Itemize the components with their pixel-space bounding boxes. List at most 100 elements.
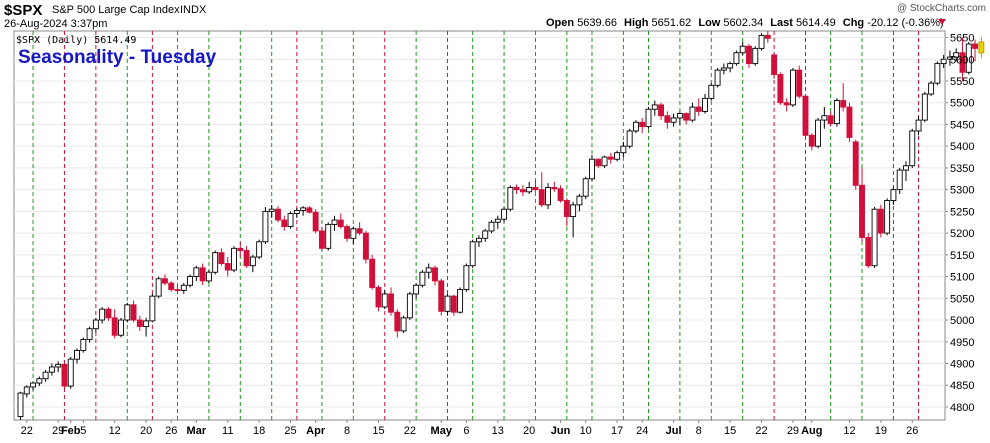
candle — [306, 206, 313, 214]
candle-body — [300, 207, 307, 211]
x-tick-label: Aug — [801, 425, 822, 437]
candle-body — [180, 284, 187, 291]
candle-body — [576, 195, 583, 206]
candle — [281, 215, 288, 231]
candle — [501, 207, 508, 223]
x-tick-label: May — [431, 425, 453, 437]
candle-body — [124, 304, 131, 321]
candle — [758, 33, 765, 51]
candle — [469, 239, 476, 268]
candlestick-series — [17, 31, 985, 420]
candle-body — [551, 187, 558, 190]
candle-body — [187, 276, 194, 286]
candle — [432, 265, 438, 286]
candle-body — [632, 121, 639, 132]
candle — [815, 117, 822, 149]
candle — [513, 184, 520, 194]
candle — [205, 270, 212, 284]
last-value: 5614.49 — [796, 17, 836, 29]
candle — [896, 167, 903, 194]
y-tick-label: 5100 — [950, 272, 974, 284]
candle-body — [903, 165, 909, 171]
x-tick-label: Apr — [306, 425, 326, 437]
candle-body — [934, 63, 941, 84]
x-tick-label: 5 — [80, 425, 86, 437]
y-tick-label: 4850 — [950, 380, 974, 392]
candle — [859, 167, 865, 242]
candle-body — [130, 304, 137, 321]
candle-body — [275, 208, 281, 221]
candle — [739, 41, 746, 55]
y-tick-label: 5150 — [950, 250, 974, 262]
candle — [130, 300, 137, 323]
candle-body — [86, 328, 93, 341]
candle-body — [475, 237, 482, 243]
candle-body — [67, 358, 74, 387]
candle — [199, 263, 206, 286]
candle — [702, 94, 708, 114]
candle-body — [256, 241, 263, 258]
candle — [344, 224, 351, 242]
candle-body — [821, 115, 828, 121]
candle-body — [161, 278, 168, 284]
candle — [846, 102, 853, 142]
candle-body — [262, 210, 269, 243]
candle-body — [432, 267, 438, 282]
candle-body — [670, 117, 677, 123]
candle — [457, 287, 464, 314]
candle — [903, 161, 909, 181]
y-axis: 4800 4850 4900 4950 5000 5050 5100 5150 5200 5250… — [945, 33, 974, 414]
candle — [381, 289, 388, 310]
open-label: Open — [546, 17, 574, 29]
candle — [438, 278, 445, 316]
candle-body — [281, 219, 288, 228]
candle — [570, 201, 577, 238]
exchange-label: INDX — [180, 4, 207, 16]
candle-body — [526, 187, 533, 193]
candle-body — [714, 69, 721, 86]
candle — [651, 100, 658, 116]
candle — [538, 172, 545, 208]
candle — [614, 150, 621, 162]
candle — [55, 361, 62, 373]
candle — [111, 309, 118, 339]
last-label: Last — [770, 17, 793, 29]
x-tick-label: 18 — [253, 425, 265, 437]
candle-body — [532, 187, 539, 191]
candle — [777, 72, 784, 105]
candle — [582, 176, 589, 200]
candle — [30, 381, 37, 391]
candle — [275, 206, 281, 223]
candle-body — [601, 156, 608, 167]
candle-body — [595, 158, 602, 167]
candle — [865, 233, 872, 268]
x-tick-label: 25 — [284, 425, 296, 437]
candle-body — [111, 317, 118, 336]
candle-body — [48, 366, 55, 373]
legend-label: $SPX (Daily) 5614.49 — [16, 35, 136, 46]
candle-body — [519, 189, 526, 193]
candle — [218, 248, 225, 266]
x-tick-label: Jul — [666, 425, 682, 437]
candle-body — [802, 95, 809, 136]
candle — [124, 302, 131, 323]
candle-body — [789, 69, 796, 106]
candle-body — [249, 256, 256, 267]
chg-value: -20.12 (-0.36%) — [867, 17, 943, 29]
candle-body — [607, 156, 614, 160]
candle-body — [545, 187, 551, 206]
candle — [268, 204, 275, 218]
candle-body — [388, 293, 394, 313]
x-tick-label: 12 — [843, 425, 855, 437]
candle-body — [105, 308, 112, 319]
candle — [350, 226, 357, 244]
low-value: 5602.34 — [723, 17, 763, 29]
candle-body — [36, 378, 43, 384]
x-tick-label: 24 — [636, 425, 648, 437]
candle — [877, 204, 884, 238]
candle — [149, 293, 156, 323]
candle — [256, 239, 263, 260]
x-tick-label: 15 — [372, 425, 384, 437]
candle-body — [331, 219, 338, 225]
